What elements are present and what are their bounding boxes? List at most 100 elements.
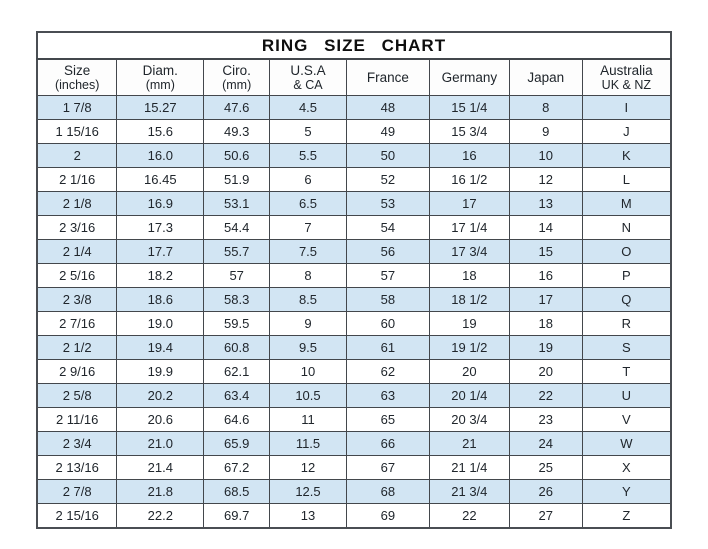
table-cell: T	[581, 359, 672, 384]
table-cell: 10.5	[269, 383, 347, 408]
table-cell: 68.5	[203, 479, 271, 504]
column-header-sublabel: (mm)	[145, 78, 175, 93]
table-cell: 16 1/2	[428, 167, 510, 192]
table-cell: M	[581, 191, 672, 216]
column-header-australia-uk-nz: Australia UK & NZ	[581, 58, 672, 96]
table-cell: 2 3/16	[36, 215, 118, 240]
table-cell: 1 15/16	[36, 119, 118, 144]
table-cell: 5.5	[269, 143, 347, 168]
table-cell: 22	[428, 503, 510, 529]
column-header-germany: Germany	[428, 58, 510, 96]
table-cell: 2 7/16	[36, 311, 118, 336]
table-cell: 2 1/2	[36, 335, 118, 360]
table-cell: 19 1/2	[428, 335, 510, 360]
table-cell: 2 15/16	[36, 503, 118, 529]
table-cell: 15.6	[116, 119, 205, 144]
table-cell: 66	[345, 431, 430, 456]
table-row: 2 5/8 20.2 63.4 10.5 63 20 1/4 22 U	[36, 383, 672, 408]
column-header-label: Ciro.	[222, 62, 251, 78]
column-header-diameter-mm: Diam. (mm)	[116, 58, 205, 96]
table-cell: 17.3	[116, 215, 205, 240]
table-cell: 22.2	[116, 503, 205, 529]
table-cell: 16.45	[116, 167, 205, 192]
table-cell: 17.7	[116, 239, 205, 264]
table-row: 2 13/16 21.4 67.2 12 67 21 1/4 25 X	[36, 455, 672, 480]
table-cell: 15 1/4	[428, 95, 510, 120]
table-cell: 15 3/4	[428, 119, 510, 144]
table-cell: 48	[345, 95, 430, 120]
table-cell: 8	[269, 263, 347, 288]
table-cell: 50.6	[203, 143, 271, 168]
table-cell: 57	[203, 263, 271, 288]
ring-size-chart: RING SIZE CHART Size (inches) Diam. (mm)…	[36, 31, 672, 529]
column-header-japan: Japan	[508, 58, 583, 96]
table-row: 2 1/8 16.9 53.1 6.5 53 17 13 M	[36, 191, 672, 216]
table-cell: 2 5/8	[36, 383, 118, 408]
table-cell: 11	[269, 407, 347, 432]
table-cell: 52	[345, 167, 430, 192]
table-cell: 18.2	[116, 263, 205, 288]
table-cell: 2 7/8	[36, 479, 118, 504]
table-cell: 19	[428, 311, 510, 336]
table-cell: 25	[508, 455, 583, 480]
table-cell: 65.9	[203, 431, 271, 456]
table-cell: 24	[508, 431, 583, 456]
table-cell: U	[581, 383, 672, 408]
table-cell: 69.7	[203, 503, 271, 529]
table-row: 2 5/16 18.2 57 8 57 18 16 P	[36, 263, 672, 288]
table-cell: 51.9	[203, 167, 271, 192]
table-cell: 20 3/4	[428, 407, 510, 432]
table-cell: 59.5	[203, 311, 271, 336]
column-header-sublabel: (inches)	[54, 78, 100, 93]
table-row: 2 15/16 22.2 69.7 13 69 22 27 Z	[36, 503, 672, 529]
table-row: 2 11/16 20.6 64.6 11 65 20 3/4 23 V	[36, 407, 672, 432]
table-cell: 18.6	[116, 287, 205, 312]
table-cell: 68	[345, 479, 430, 504]
table-cell: 1 7/8	[36, 95, 118, 120]
table-cell: 49.3	[203, 119, 271, 144]
table-cell: 17	[428, 191, 510, 216]
table-cell: 17 3/4	[428, 239, 510, 264]
table-cell: 14	[508, 215, 583, 240]
table-cell: 16	[508, 263, 583, 288]
table-cell: 23	[508, 407, 583, 432]
table-cell: 4.5	[269, 95, 347, 120]
table-cell: 56	[345, 239, 430, 264]
table-cell: 21.4	[116, 455, 205, 480]
table-cell: 12.5	[269, 479, 347, 504]
table-cell: 62.1	[203, 359, 271, 384]
column-header-row: Size (inches) Diam. (mm) Ciro. (mm) U.S.…	[36, 58, 672, 96]
table-body: 1 7/8 15.27 47.6 4.5 48 15 1/4 8 I 1 15/16 15.6 49…	[36, 95, 672, 529]
table-cell: 18 1/2	[428, 287, 510, 312]
table-cell: 2	[36, 143, 118, 168]
table-cell: 16	[428, 143, 510, 168]
table-cell: 22	[508, 383, 583, 408]
table-cell: 9	[508, 119, 583, 144]
table-cell: 10	[269, 359, 347, 384]
table-cell: 19	[508, 335, 583, 360]
table-cell: 5	[269, 119, 347, 144]
table-row: 1 7/8 15.27 47.6 4.5 48 15 1/4 8 I	[36, 95, 672, 120]
chart-title-row: RING SIZE CHART	[36, 31, 672, 60]
table-cell: 13	[269, 503, 347, 529]
table-cell: 12	[508, 167, 583, 192]
column-header-sublabel: (mm)	[222, 78, 252, 93]
table-cell: 2 3/8	[36, 287, 118, 312]
table-row: 2 9/16 19.9 62.1 10 62 20 20 T	[36, 359, 672, 384]
table-cell: 67	[345, 455, 430, 480]
column-header-usa-ca: U.S.A & CA	[269, 58, 347, 96]
table-cell: 16.9	[116, 191, 205, 216]
table-cell: 60.8	[203, 335, 271, 360]
table-cell: 19.0	[116, 311, 205, 336]
column-header-label: Japan	[527, 69, 565, 85]
table-cell: 21 1/4	[428, 455, 510, 480]
table-cell: 61	[345, 335, 430, 360]
table-cell: 27	[508, 503, 583, 529]
table-cell: Y	[581, 479, 672, 504]
table-cell: 2 1/16	[36, 167, 118, 192]
table-cell: 49	[345, 119, 430, 144]
table-cell: 17	[508, 287, 583, 312]
table-cell: 6.5	[269, 191, 347, 216]
table-cell: 2 9/16	[36, 359, 118, 384]
